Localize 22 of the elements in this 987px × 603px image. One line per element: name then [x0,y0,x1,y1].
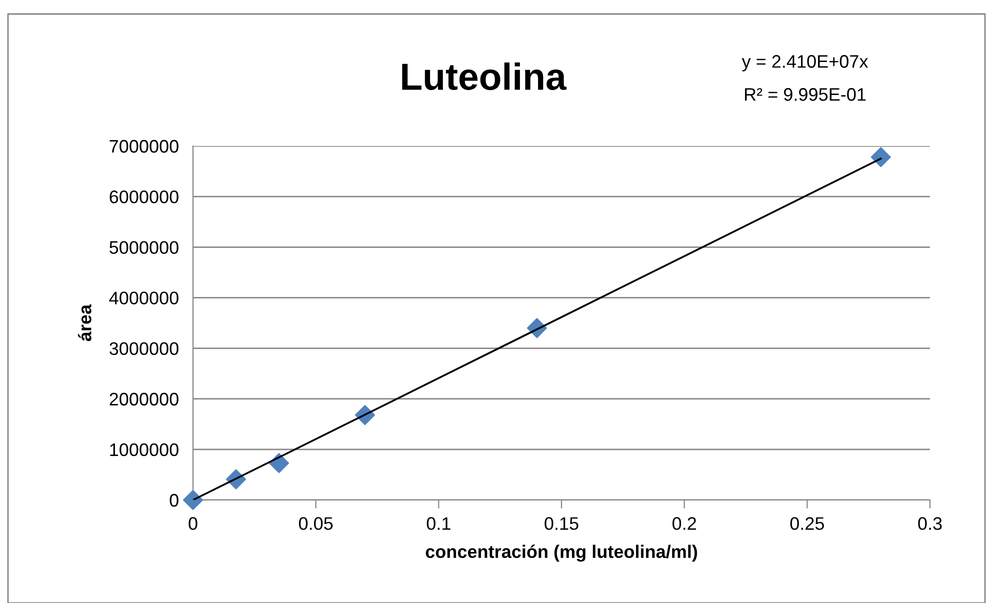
text: y = 2.410E+07x [742,55,868,72]
text: R² = 9.995E-01 [745,88,866,101]
point [870,147,891,168]
x-tick-label: 0.1 [426,517,450,530]
y-tick-label: 1000000 [110,443,178,456]
x-tick-label: 0.25 [790,517,824,530]
chart-title: Luteolina [402,62,567,90]
x-axis-title: concentración (mg luteolina/ml) [426,544,698,562]
y-tick-label: 6000000 [110,190,178,204]
y-tick-label: 5000000 [110,241,178,254]
x-tick-label: 0.2 [672,517,696,530]
y-tick-label: 3000000 [110,342,178,356]
y-tick-label: 2000000 [110,392,178,406]
y-tick-label: 7000000 [110,140,178,153]
x-tick-label: 0.05 [298,517,333,530]
x-tick-label: 0.15 [544,517,578,530]
x-tick-label: 0 [188,517,198,530]
y-tick-label: 0 [170,494,178,507]
point [182,490,204,510]
x-tick-label: 0.3 [918,517,942,530]
y-tick-label: 4000000 [109,292,178,304]
y-axis-title: área [78,304,92,342]
